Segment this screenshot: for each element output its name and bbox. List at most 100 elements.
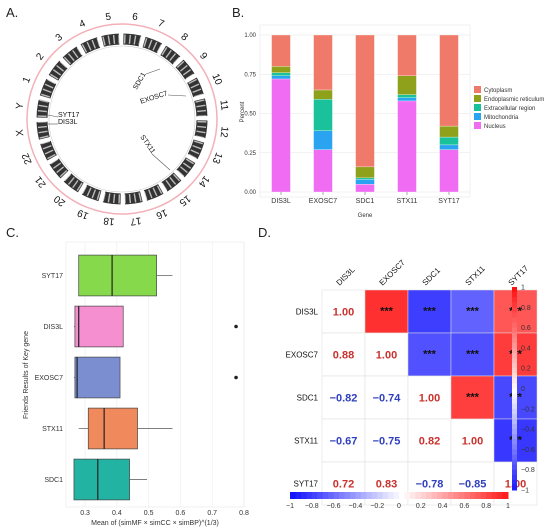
heatmap-cell bbox=[321, 289, 366, 334]
correlation-heatmap: 1.00************0.881.00*********−0.82−0… bbox=[286, 258, 538, 510]
bar-segment bbox=[313, 34, 333, 91]
colorbar-step bbox=[377, 492, 384, 499]
colorbar-step bbox=[339, 492, 345, 499]
column-label: EXOSC7 bbox=[378, 258, 408, 288]
y-tick-label: 0.00 bbox=[244, 190, 256, 196]
colorbar-step bbox=[512, 347, 517, 354]
ideogram-band bbox=[169, 53, 177, 62]
colorbar-tick-label: 0.2 bbox=[416, 503, 426, 510]
ideogram-band bbox=[56, 64, 65, 72]
ideogram-band bbox=[195, 99, 205, 103]
colorbar-step bbox=[512, 358, 517, 364]
colorbar-tick-label: −0.8 bbox=[521, 467, 535, 474]
ideogram-band bbox=[196, 104, 206, 108]
ideogram-band bbox=[165, 49, 172, 59]
ideogram-band bbox=[37, 109, 47, 113]
chromosome-gap bbox=[172, 56, 184, 68]
heatmap-cell bbox=[321, 332, 366, 377]
chromosome-label: Y bbox=[14, 102, 26, 110]
heatmap-cell bbox=[364, 332, 409, 377]
colorbar-step bbox=[415, 492, 422, 499]
colorbar-step bbox=[355, 492, 362, 499]
chromosome-label: 4 bbox=[78, 18, 88, 30]
chromosome-gap bbox=[98, 190, 106, 203]
colorbar-step bbox=[512, 464, 517, 471]
colorbar-step bbox=[512, 454, 517, 461]
colorbar-step bbox=[512, 393, 517, 400]
colorbar-tick-label: 0.4 bbox=[521, 345, 531, 352]
chromosome-gap bbox=[185, 153, 198, 164]
ideogram-band bbox=[133, 193, 137, 203]
legend-entry: Extracellular region bbox=[484, 106, 535, 112]
ideogram-band bbox=[107, 35, 111, 45]
chromosome-label: 22 bbox=[20, 151, 35, 166]
bar-segment bbox=[355, 183, 375, 193]
colorbar-tick-label: −0.2 bbox=[370, 503, 384, 510]
ideogram-band bbox=[56, 166, 65, 174]
colorbar-step bbox=[399, 492, 405, 499]
chromosome-gap bbox=[38, 95, 51, 103]
ideogram-band bbox=[190, 149, 200, 155]
colorbar-step bbox=[512, 383, 517, 389]
ideogram-band bbox=[52, 162, 62, 169]
significance-mark: *** bbox=[466, 349, 480, 361]
plot-frame bbox=[259, 24, 471, 198]
chromosome-gap bbox=[157, 181, 168, 195]
ideogram-band bbox=[185, 158, 195, 165]
heatmap-cell bbox=[450, 418, 495, 463]
column-label: SYT17 bbox=[507, 263, 531, 287]
chromosome-gap bbox=[138, 35, 146, 48]
colorbar-step bbox=[464, 492, 471, 499]
chromosome-label: 2 bbox=[34, 51, 46, 62]
y-tick-label: 0.25 bbox=[244, 151, 256, 157]
colorbar-step bbox=[349, 492, 356, 499]
ideogram-band bbox=[59, 169, 68, 178]
legend-swatch bbox=[474, 113, 481, 120]
bar-segment bbox=[439, 144, 459, 150]
ideogram-band bbox=[91, 39, 96, 49]
column-label: DIS3L bbox=[335, 265, 357, 287]
colorbar-step bbox=[448, 492, 454, 499]
stacked-bar-chart: 0.00 0.25 0.50 0.75 1.00 DIS3L EXOSC7 SDC1 STX1… bbox=[240, 24, 544, 219]
heatmap-cell bbox=[407, 418, 452, 463]
ideogram-band bbox=[38, 130, 48, 134]
ideogram-band bbox=[76, 47, 83, 56]
chromosome-gap bbox=[76, 43, 87, 57]
bar-segment bbox=[271, 66, 291, 73]
chromosome-label: 7 bbox=[156, 18, 166, 30]
gene-link-line bbox=[167, 94, 187, 97]
legend-entry: Endoplasmic reticulum bbox=[484, 97, 544, 103]
ideogram-band bbox=[148, 189, 153, 199]
ideogram-band bbox=[182, 69, 192, 76]
colorbar-step bbox=[442, 492, 449, 499]
legend-swatch bbox=[474, 104, 481, 111]
ideogram-band bbox=[102, 36, 106, 46]
x-tick-label: DIS3L bbox=[271, 198, 291, 205]
heatmap-cell bbox=[407, 332, 452, 377]
bar-segment bbox=[397, 97, 417, 102]
colorbar-step bbox=[480, 492, 487, 499]
colorbar-tick-label: 0.2 bbox=[521, 366, 531, 373]
correlation-value: −0.82 bbox=[330, 393, 358, 405]
y-tick-label: 1.00 bbox=[244, 33, 256, 39]
ideogram-band bbox=[49, 73, 59, 80]
ideogram-band bbox=[112, 194, 116, 204]
heatmap-cell bbox=[407, 375, 452, 420]
chromosome-label: 1 bbox=[21, 75, 33, 85]
bar-segment bbox=[397, 100, 417, 193]
box bbox=[74, 305, 124, 348]
box bbox=[73, 458, 130, 501]
ideogram-band bbox=[47, 78, 56, 85]
colorbar-step bbox=[382, 492, 389, 499]
correlation-value: 1.00 bbox=[376, 350, 397, 362]
chromosome-label: 12 bbox=[217, 126, 229, 139]
colorbar-step bbox=[512, 444, 517, 450]
ideogram-band bbox=[161, 46, 168, 56]
gene-label: SDC1 bbox=[132, 71, 147, 91]
ideogram-band bbox=[138, 192, 142, 202]
bar-segment bbox=[271, 75, 291, 80]
chromosome-gap bbox=[192, 93, 206, 102]
colorbar-step bbox=[512, 368, 517, 374]
bar-segment bbox=[439, 125, 459, 138]
bar-segment bbox=[355, 177, 375, 180]
